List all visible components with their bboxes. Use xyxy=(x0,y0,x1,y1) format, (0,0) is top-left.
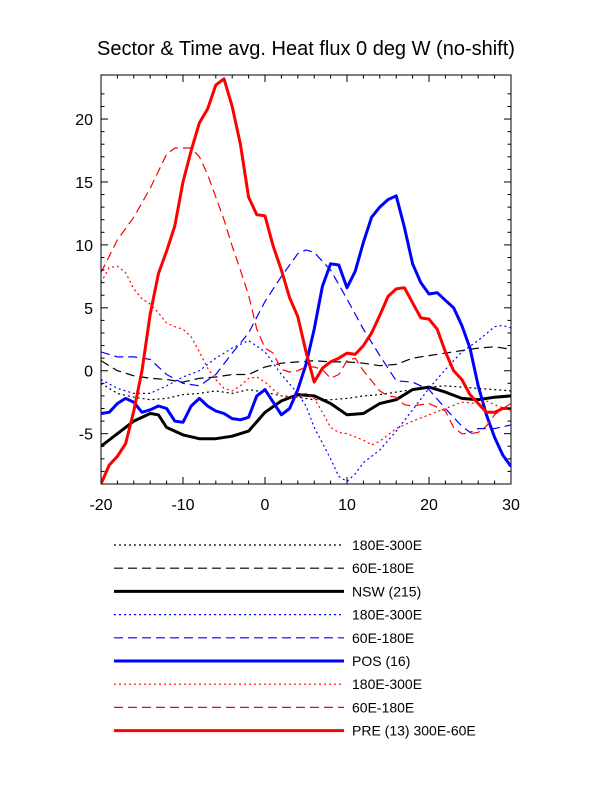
series-line-6 xyxy=(101,194,511,468)
series-line-3 xyxy=(101,385,511,448)
series-line-4 xyxy=(101,324,511,483)
y-tick-label: 10 xyxy=(75,238,93,255)
legend-label-2: 60E-180E xyxy=(352,560,414,576)
series-line-1 xyxy=(101,382,511,401)
y-tick-label: 20 xyxy=(75,112,93,129)
legend-label-3: NSW (215) xyxy=(352,583,421,599)
legend-label-7: 180E-300E xyxy=(352,676,422,692)
legend-label-4: 180E-300E xyxy=(352,607,422,623)
x-tick-label: -20 xyxy=(89,497,112,514)
ticks-group: -20 -10 0 10 20 30 -5 0 5 10 15 20 xyxy=(75,75,520,514)
y-tick-label: 5 xyxy=(84,301,93,318)
x-tick-label: 30 xyxy=(502,497,520,514)
legend: 180E-300E 60E-180E NSW (215) 180E-300E 60E-1… xyxy=(114,537,476,739)
y-tick-label: -5 xyxy=(79,427,93,444)
legend-label-6: POS (16) xyxy=(352,653,410,669)
series-line-9 xyxy=(101,77,511,484)
legend-label-5: 60E-180E xyxy=(352,630,414,646)
series-line-8 xyxy=(101,147,511,435)
x-tick-label: 20 xyxy=(420,497,438,514)
x-tick-label: 0 xyxy=(261,497,270,514)
x-tick-label: -10 xyxy=(171,497,194,514)
plot-frame xyxy=(100,74,512,485)
chart-title: Sector & Time avg. Heat flux 0 deg W (no… xyxy=(97,38,515,60)
series-line-7 xyxy=(101,265,511,446)
legend-label-8: 60E-180E xyxy=(352,699,414,715)
y-tick-label: 0 xyxy=(84,364,93,381)
series-line-5 xyxy=(101,249,511,433)
y-tick-label: 15 xyxy=(75,175,93,192)
x-tick-label: 10 xyxy=(338,497,356,514)
legend-label-9: PRE (13) 300E-60E xyxy=(352,723,476,739)
legend-label-1: 180E-300E xyxy=(352,537,422,553)
series-group xyxy=(101,77,511,484)
